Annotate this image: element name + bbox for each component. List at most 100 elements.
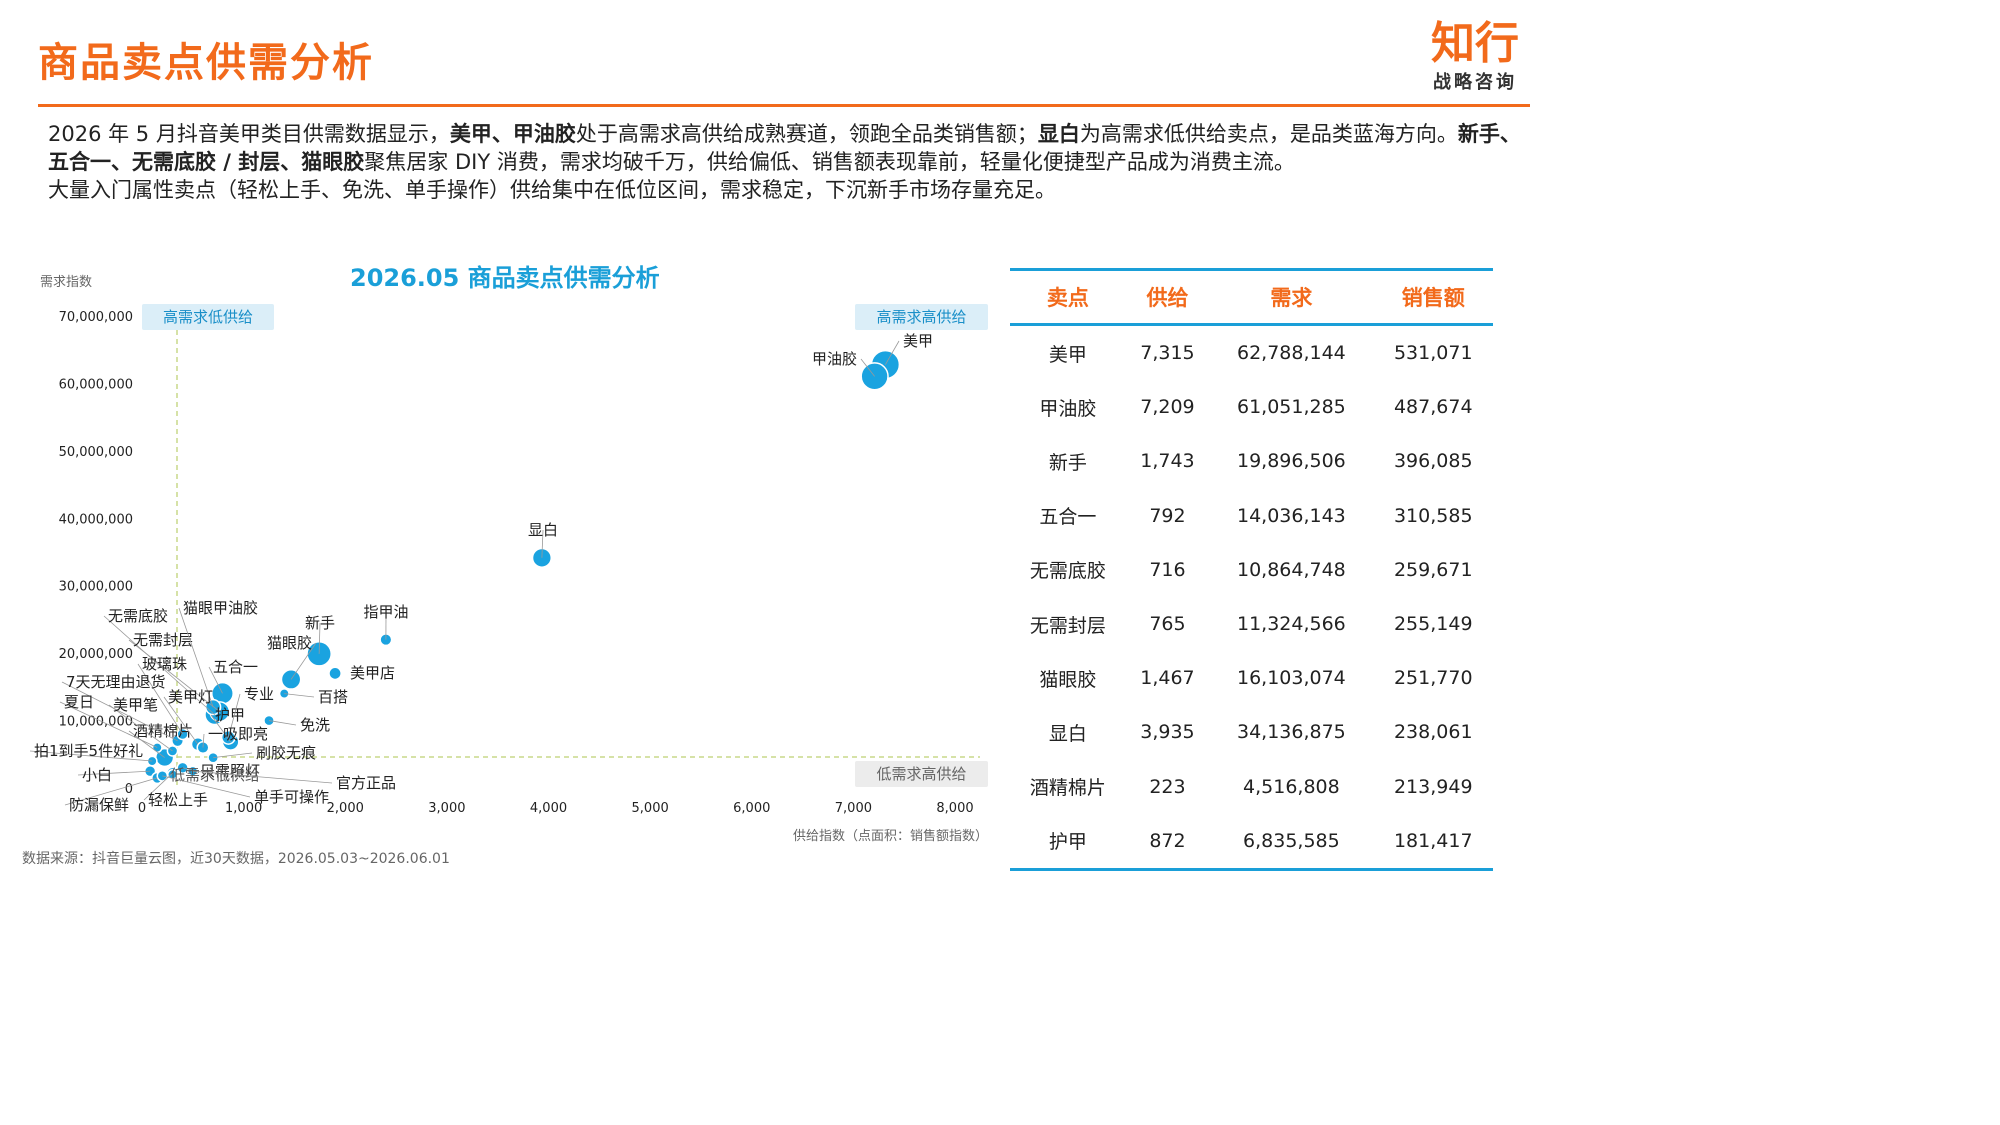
bubble-label: 美甲笔 <box>113 696 158 714</box>
label-leader-line <box>77 770 151 776</box>
x-tick-label: 7,000 <box>835 801 872 816</box>
table-cell: 美甲 <box>1048 343 1087 366</box>
table-cell: 7,315 <box>1140 342 1195 365</box>
table-cell: 238,061 <box>1393 721 1473 744</box>
summary-part-1: 2026 年 5 月抖音美甲类目供需数据显示， <box>48 122 450 146</box>
summary-part-5: 大量入门属性卖点（轻松上手、免洗、单手操作）供给集中在低位区间，需求稳定，下沉新… <box>48 178 1056 202</box>
label-leader-line <box>178 607 214 708</box>
bubble-point <box>167 769 178 780</box>
bubble-label: 指甲油 <box>363 603 408 621</box>
bubble-label: 百搭 <box>318 688 348 706</box>
table-header-0: 卖点 <box>1010 268 1126 326</box>
x-tick-label: 4,000 <box>530 801 567 816</box>
summary-bold-1: 美甲、甲油胶 <box>449 122 576 146</box>
bubble-label: 免洗 <box>300 716 330 734</box>
table-header-row: 卖点 供给 需求 销售额 <box>1010 268 1493 326</box>
x-tick-label: 0 <box>138 801 146 816</box>
bubble-label: 无需封层 <box>133 631 193 649</box>
quadrant-label-high-demand-low-supply-box <box>142 304 274 330</box>
table-cell: 3,935 <box>1140 721 1195 744</box>
bubble-label: 小白 <box>82 766 112 784</box>
y-tick-label: 10,000,000 <box>59 715 133 730</box>
summary-text: 2026 年 5 月抖音美甲类目供需数据显示，美甲、甲油胶处于高需求高供给成熟赛… <box>48 120 1528 204</box>
bubble-label: 猫眼胶 <box>267 634 312 652</box>
table-header-2: 需求 <box>1209 268 1374 326</box>
bubble-label: 新手 <box>305 614 335 632</box>
quadrant-label-high-demand-high-supply-box <box>855 304 988 330</box>
y-tick-label: 30,000,000 <box>59 580 133 595</box>
table-cell: 14,036,143 <box>1236 504 1346 527</box>
table-cell: 716 <box>1149 558 1186 581</box>
table-cell: 765 <box>1149 613 1186 636</box>
table-cell: 223 <box>1149 775 1186 798</box>
summary-bold-3: 新手、五合一、无需底胶 / 封层、猫眼胶 <box>48 122 1521 174</box>
label-leader-line <box>163 696 199 745</box>
y-tick-label: 20,000,000 <box>59 647 133 662</box>
bubble-label: 美甲 <box>903 332 933 350</box>
table-cell: 1,743 <box>1140 450 1195 473</box>
table-cell: 无需封层 <box>1029 614 1106 637</box>
bubble-label: 单手可操作 <box>254 788 329 806</box>
label-leader-line <box>210 714 231 743</box>
table-row: 显白 3,935 34,136,875 238,061 <box>1010 705 1493 759</box>
page-title: 商品卖点供需分析 <box>38 40 374 86</box>
title-divider <box>38 104 1530 107</box>
table-cell: 4,516,808 <box>1243 775 1340 798</box>
label-leader-line <box>268 720 297 726</box>
supply-demand-bubble-chart: 需求指数 0 10,000,000 20,000,000 30,000,000 40,00… <box>29 275 988 844</box>
bubble-label: 官方正品 <box>336 774 396 792</box>
label-leader-line <box>192 770 333 784</box>
table-cell: 61,051,285 <box>1236 396 1346 419</box>
quadrant-label-low-demand-low-supply: 低需求低供给 <box>170 766 260 784</box>
bubble-point <box>207 751 219 764</box>
bubble-label: 轻松上手 <box>148 791 208 809</box>
table-body: 美甲 7,315 62,788,144 531,071 甲油胶 7,209 61,051,2… <box>1010 325 1493 871</box>
label-leader-line <box>202 733 205 748</box>
table-cell: 531,071 <box>1393 342 1473 365</box>
summary-bold-2: 显白 <box>1037 122 1080 146</box>
summary-part-4: 聚焦居家 DIY 消费，需求均破千万，供给偏低、销售额表现靠前，轻量化便捷型产品… <box>364 150 1295 174</box>
y-tick-label: 50,000,000 <box>59 445 133 460</box>
table-row: 护甲 872 6,835,585 181,417 <box>1010 813 1493 871</box>
bubble-label: 拍1到手5件好礼 <box>34 742 143 760</box>
label-leader-line <box>182 767 197 772</box>
summary-part-2: 处于高需求高供给成熟赛道，领跑全品类销售额； <box>575 122 1038 146</box>
y-tick-label: 0 <box>125 782 133 797</box>
table-cell: 护甲 <box>1010 813 1126 871</box>
table-cell: 酒精棉片 <box>1029 777 1106 800</box>
label-leader-line <box>108 704 173 752</box>
table-cell: 259,671 <box>1393 558 1473 581</box>
label-leader-line <box>64 777 158 806</box>
bubble-label: 夏日 <box>64 693 94 711</box>
table-cell: 213,949 <box>1393 775 1473 798</box>
bubble-label: 甲油胶 <box>812 350 857 368</box>
bubble-label: 玻璃珠 <box>142 655 187 673</box>
quadrant-label-high-demand-low-supply: 高需求低供给 <box>163 308 253 326</box>
bubble-point <box>328 666 342 681</box>
table-cell: 显白 <box>1048 722 1087 745</box>
data-source-note: 数据来源：抖音巨量云图，近30天数据，2026.05.03~2026.06.01 <box>22 851 450 867</box>
table-header-1: 供给 <box>1125 268 1210 326</box>
table-row: 酒精棉片 223 4,516,808 213,949 <box>1010 760 1493 814</box>
bubble-label: 7天无理由退货 <box>66 673 166 691</box>
logo-main-text: 知行 <box>1431 18 1519 69</box>
table-header-3: 销售额 <box>1373 268 1493 326</box>
label-leader-line <box>318 622 321 654</box>
quadrant-label-high-demand-high-supply: 高需求高供给 <box>876 308 966 326</box>
table-cell: 310,585 <box>1393 504 1473 527</box>
table-row: 无需底胶 716 10,864,748 259,671 <box>1010 543 1493 597</box>
table-cell: 181,417 <box>1373 813 1493 871</box>
label-leader-line <box>227 693 241 738</box>
label-leader-line <box>885 340 900 365</box>
table-cell: 396,085 <box>1393 450 1473 473</box>
x-tick-label: 1,000 <box>225 801 262 816</box>
quadrant-label-low-demand-high-supply: 低需求高供给 <box>876 765 966 783</box>
table-cell: 16,103,074 <box>1236 667 1346 690</box>
table-row: 美甲 7,315 62,788,144 531,071 <box>1010 325 1493 381</box>
table-row: 五合一 792 14,036,143 310,585 <box>1010 489 1493 543</box>
label-leader-line <box>59 701 158 748</box>
table-row: 新手 1,743 19,896,506 396,085 <box>1010 434 1493 488</box>
table-cell: 7,209 <box>1140 396 1195 419</box>
table-cell: 255,149 <box>1393 613 1473 636</box>
bubble-label: 五合一 <box>213 658 258 676</box>
